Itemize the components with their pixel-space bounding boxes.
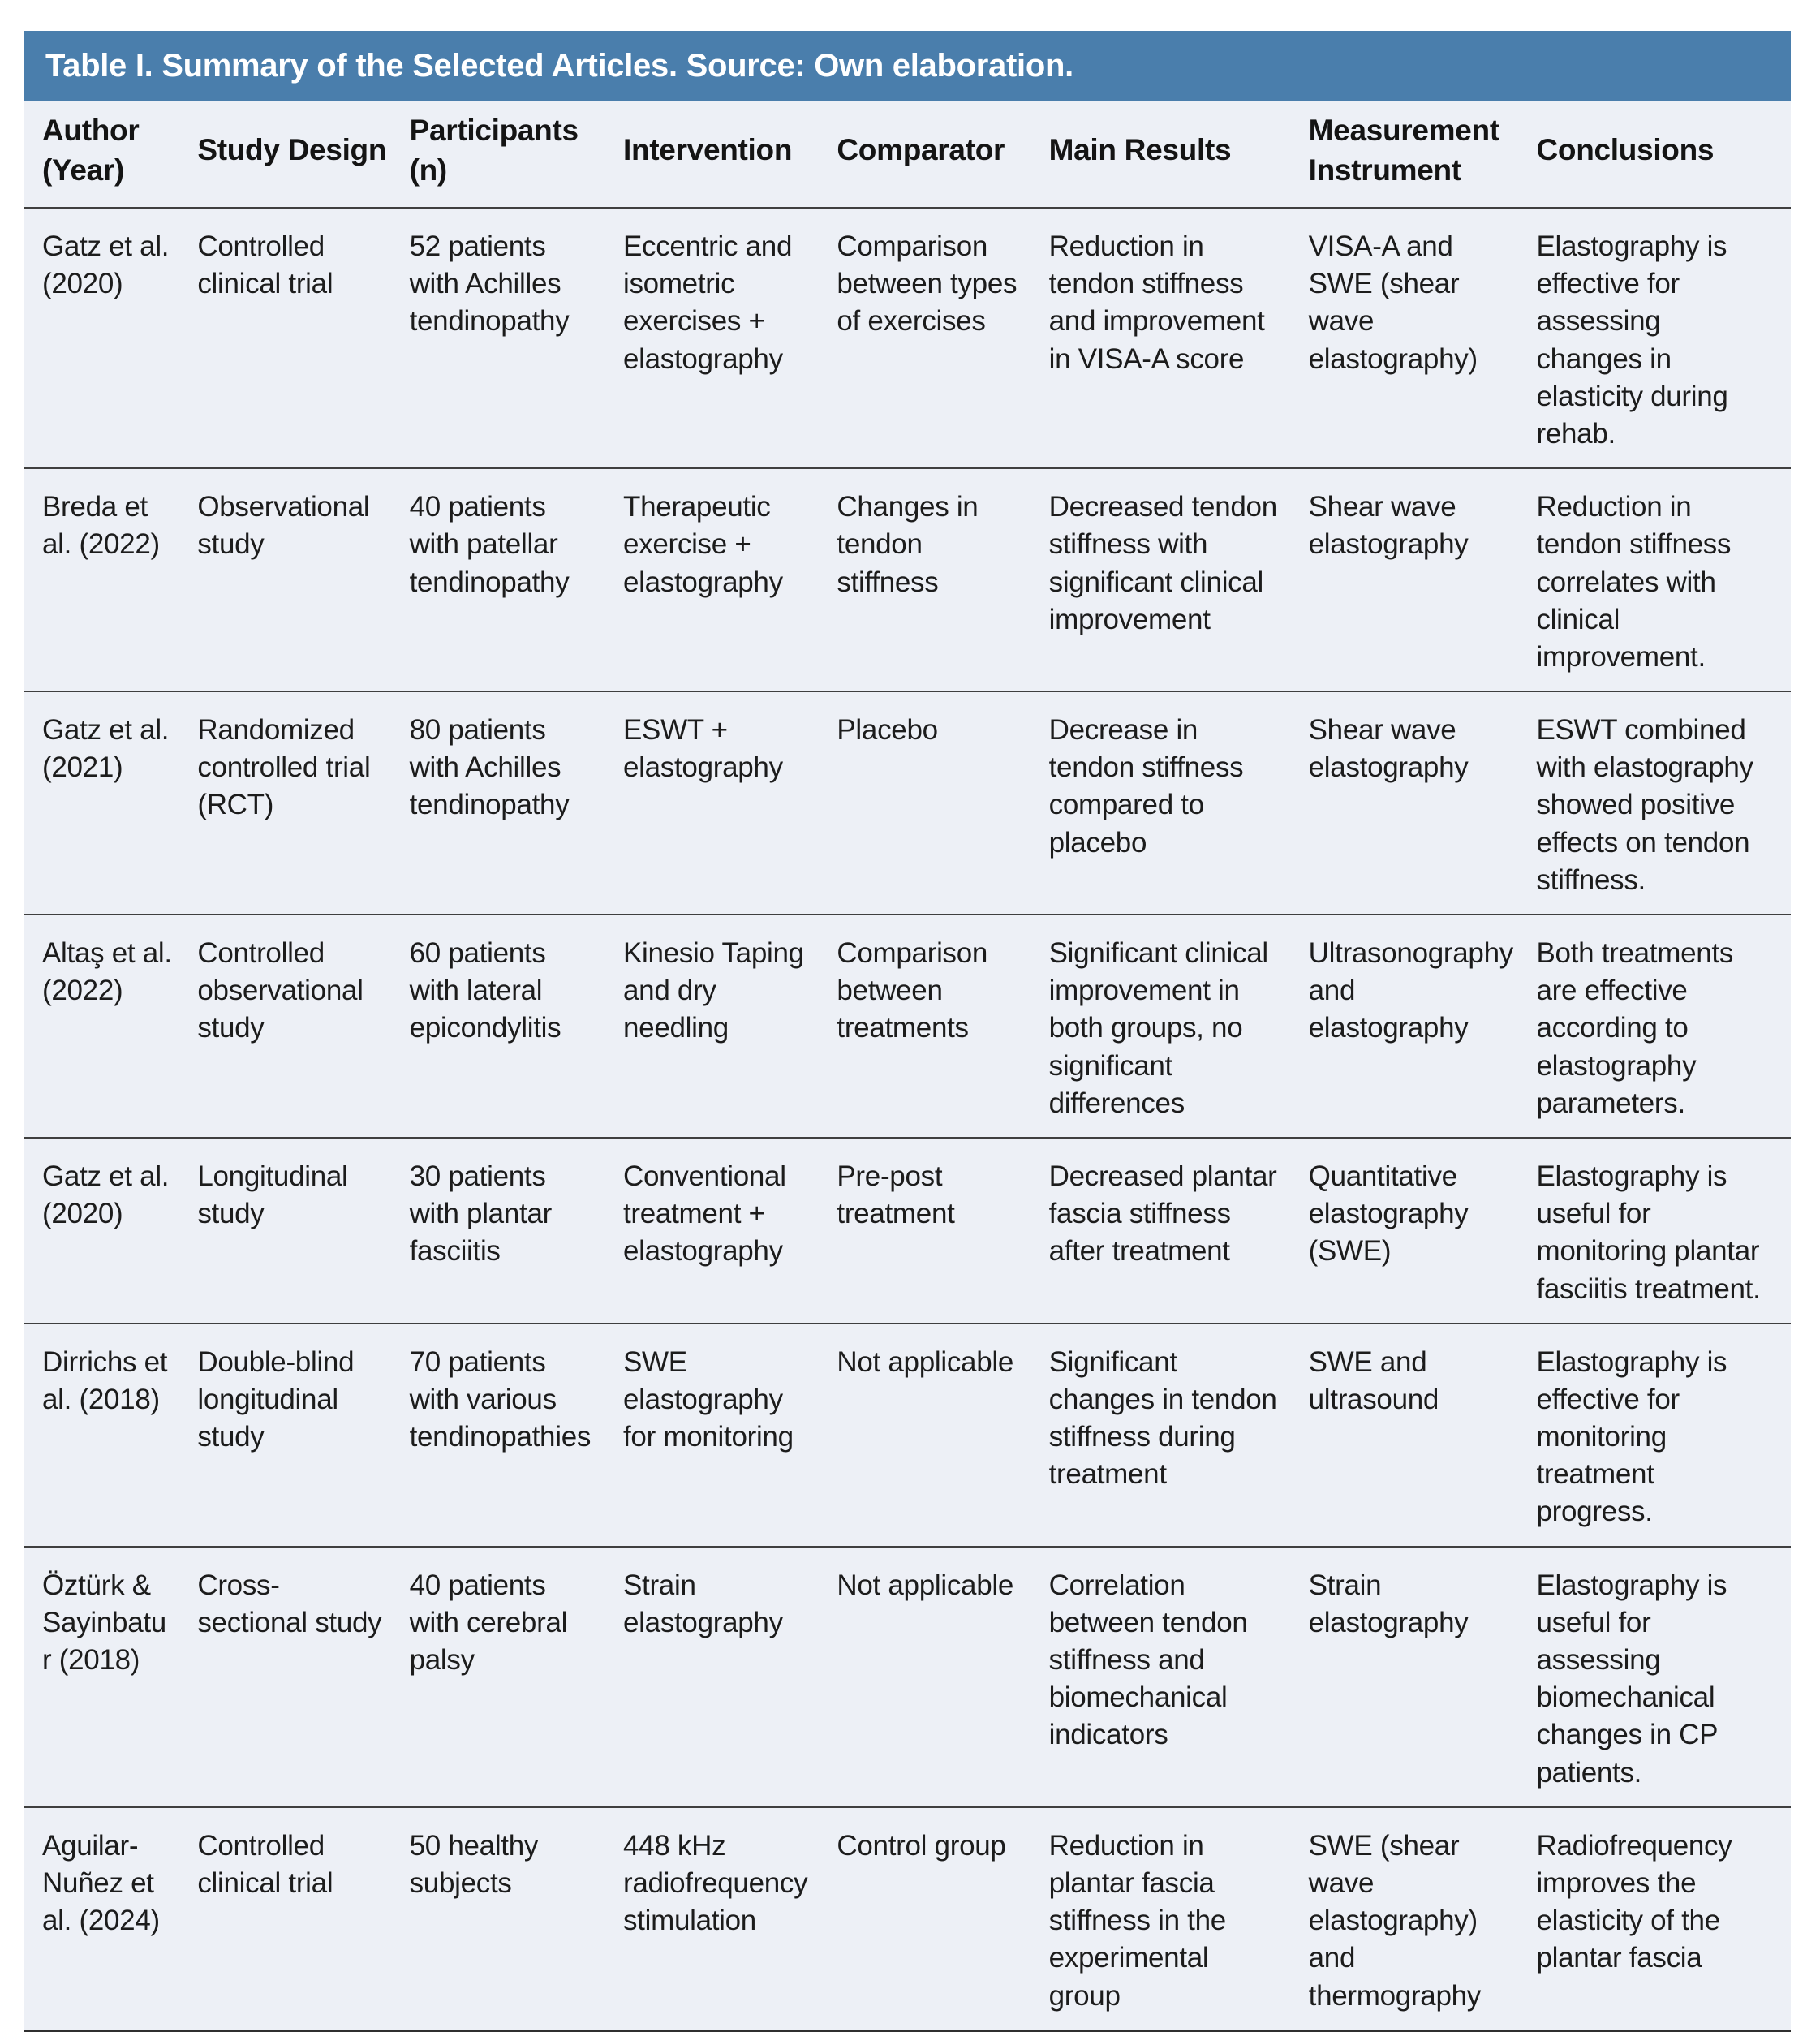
cell-main-results: Decreased plantar fascia stiffness after… — [1048, 1160, 1277, 1268]
column-header-measurement-instrument: Measurement Instrument — [1308, 114, 1500, 187]
table-row: Breda et al. (2022) Observational study … — [24, 468, 1791, 691]
cell-study-design: Controlled observational study — [197, 937, 364, 1044]
cell-measurement-instrument: SWE (shear wave elastography) and thermo… — [1308, 1829, 1482, 2012]
cell-intervention: Strain elastography — [622, 1569, 783, 1638]
cell-author-year: Altaş et al. (2022) — [42, 937, 172, 1007]
cell-author-year: Aguilar-Nuñez et al. (2024) — [42, 1829, 160, 1937]
cell-participants: 80 patients with Achilles tendinopathy — [409, 714, 570, 821]
column-header-author-year: Author (Year) — [42, 114, 140, 187]
column-header-participants: Participants (n) — [409, 114, 579, 187]
cell-comparator: Control group — [837, 1829, 1006, 1862]
cell-main-results: Correlation between tendon stiffness and… — [1048, 1569, 1248, 1751]
summary-table: Author (Year) Study Design Participants … — [24, 101, 1791, 2032]
cell-intervention: SWE elastography for monitoring — [622, 1345, 794, 1453]
column-header-study-design: Study Design — [197, 133, 387, 167]
cell-comparator: Pre-post treatment — [837, 1160, 955, 1230]
cell-intervention: Conventional treatment + elastography — [622, 1160, 786, 1268]
cell-measurement-instrument: SWE and ultrasound — [1308, 1345, 1439, 1415]
table-row: Gatz et al. (2020) Controlled clinical t… — [24, 208, 1791, 468]
cell-author-year: Gatz et al. (2020) — [42, 230, 170, 300]
cell-conclusions: Reduction in tendon stiffness correlates… — [1536, 491, 1732, 673]
cell-study-design: Cross-sectional study — [197, 1569, 382, 1638]
cell-measurement-instrument: Strain elastography — [1308, 1569, 1469, 1638]
cell-study-design: Randomized controlled trial (RCT) — [197, 714, 371, 821]
column-header-intervention: Intervention — [622, 133, 793, 167]
cell-comparator: Comparison between treatments — [837, 937, 988, 1044]
cell-study-design: Controlled clinical trial — [197, 230, 333, 300]
cell-comparator: Not applicable — [837, 1569, 1013, 1601]
cell-author-year: Dirrichs et al. (2018) — [42, 1345, 168, 1415]
cell-intervention: Eccentric and isometric exercises + elas… — [622, 230, 793, 375]
summary-table-container: Table I. Summary of the Selected Article… — [24, 31, 1791, 2032]
cell-conclusions: Elastography is useful for monitoring pl… — [1536, 1160, 1761, 1305]
cell-author-year: Gatz et al. (2021) — [42, 714, 170, 784]
cell-main-results: Decreased tendon stiffness with signific… — [1048, 491, 1278, 635]
cell-conclusions: Radiofrequency improves the elasticity o… — [1536, 1829, 1732, 1974]
cell-participants: 40 patients with cerebral palsy — [409, 1569, 568, 1676]
header-row: Author (Year) Study Design Participants … — [24, 101, 1791, 208]
column-header-comparator: Comparator — [837, 133, 1005, 167]
cell-conclusions: Elastography is effective for assessing … — [1536, 230, 1728, 450]
cell-intervention: ESWT + elastography — [622, 714, 783, 784]
table-row: Gatz et al. (2021) Randomized controlled… — [24, 691, 1791, 915]
cell-measurement-instrument: Shear wave elastography — [1308, 714, 1469, 784]
cell-conclusions: Elastography is effective for monitoring… — [1536, 1345, 1727, 1528]
table-row: Gatz et al. (2020) Longitudinal study 30… — [24, 1137, 1791, 1324]
cell-main-results: Reduction in plantar fascia stiffness in… — [1048, 1829, 1227, 2012]
cell-author-year: Gatz et al. (2020) — [42, 1160, 170, 1230]
cell-participants: 52 patients with Achilles tendinopathy — [409, 230, 570, 338]
cell-participants: 50 healthy subjects — [409, 1829, 539, 1899]
cell-measurement-instrument: Shear wave elastography — [1308, 491, 1469, 561]
column-header-main-results: Main Results — [1048, 133, 1232, 167]
cell-study-design: Observational study — [197, 491, 370, 561]
column-header-conclusions: Conclusions — [1536, 133, 1715, 167]
cell-comparator: Placebo — [837, 714, 938, 747]
cell-author-year: Breda et al. (2022) — [42, 491, 160, 561]
cell-conclusions: Elastography is useful for assessing bio… — [1536, 1569, 1727, 1789]
cell-main-results: Decrease in tendon stiffness compared to… — [1048, 714, 1244, 859]
cell-intervention: Therapeutic exercise + elastography — [622, 491, 783, 598]
cell-main-results: Significant changes in tendon stiffness … — [1048, 1345, 1277, 1491]
cell-study-design: Double-blind longitudinal study — [197, 1345, 355, 1453]
cell-main-results: Significant clinical improvement in both… — [1048, 937, 1269, 1119]
cell-participants: 70 patients with various tendinopathies — [409, 1345, 592, 1453]
table-title: Table I. Summary of the Selected Article… — [45, 47, 1073, 84]
table-row: Öztürk & Sayinbatur (2018) Cross-section… — [24, 1546, 1791, 1807]
cell-intervention: 448 kHz radiofrequency stimulation — [622, 1829, 808, 1937]
cell-measurement-instrument: Quantitative elastography (SWE) — [1308, 1160, 1469, 1268]
cell-study-design: Controlled clinical trial — [197, 1829, 333, 1899]
cell-comparator: Not applicable — [837, 1345, 1013, 1378]
cell-conclusions: ESWT combined with elastography showed p… — [1536, 714, 1753, 896]
cell-study-design: Longitudinal study — [197, 1160, 348, 1230]
cell-author-year: Öztürk & Sayinbatur (2018) — [42, 1569, 166, 1676]
table-title-bar: Table I. Summary of the Selected Article… — [24, 31, 1791, 101]
cell-measurement-instrument: Ultrasonography and elastography — [1308, 937, 1514, 1044]
table-row: Aguilar-Nuñez et al. (2024) Controlled c… — [24, 1806, 1791, 2030]
cell-comparator: Comparison between types of exercises — [837, 230, 1018, 338]
cell-comparator: Changes in tendon stiffness — [837, 491, 979, 598]
cell-participants: 60 patients with lateral epicondylitis — [409, 937, 561, 1044]
cell-participants: 40 patients with patellar tendinopathy — [409, 491, 570, 598]
cell-participants: 30 patients with plantar fasciitis — [409, 1160, 553, 1268]
table-row: Dirrichs et al. (2018) Double-blind long… — [24, 1323, 1791, 1547]
cell-intervention: Kinesio Taping and dry needling — [622, 937, 804, 1044]
table-row: Altaş et al. (2022) Controlled observati… — [24, 915, 1791, 1138]
cell-main-results: Reduction in tendon stiffness and improv… — [1048, 230, 1265, 375]
cell-conclusions: Both treatments are effective according … — [1536, 937, 1734, 1119]
cell-measurement-instrument: VISA-A and SWE (shear wave elastography) — [1308, 230, 1478, 375]
